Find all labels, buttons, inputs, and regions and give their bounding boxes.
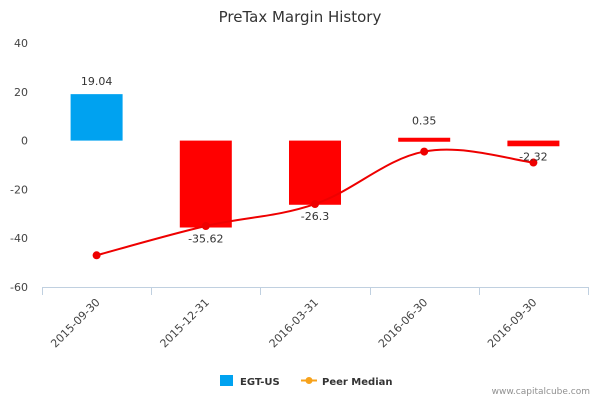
data-label: -26.3 [301, 210, 329, 223]
x-tick-label: 2015-12-31 [158, 296, 212, 350]
x-tick-label: 2016-03-31 [267, 296, 321, 350]
y-tick-label: -20 [10, 183, 28, 196]
bar [289, 140, 341, 205]
y-tick-label: 40 [14, 37, 28, 50]
data-label: -2.32 [519, 150, 547, 163]
bar-series [70, 94, 560, 228]
legend-swatch-egt-us [220, 375, 233, 386]
y-tick-label: -40 [10, 232, 28, 245]
peer-median-point [420, 147, 429, 156]
legend: EGT-US Peer Median [220, 375, 393, 388]
bar [398, 137, 451, 142]
peer-median-series [92, 147, 538, 260]
peer-median-point [92, 251, 101, 260]
bar [507, 140, 560, 147]
y-tick-label: -60 [10, 281, 28, 294]
peer-median-point [201, 222, 210, 230]
legend-marker-peer-median [305, 377, 313, 384]
x-tick-label: 2016-09-30 [485, 296, 539, 350]
peer-median-point [529, 158, 538, 167]
data-label: 0.35 [412, 115, 437, 128]
x-tick-label: 2015-09-30 [48, 296, 102, 350]
y-tick-label: 0 [21, 135, 28, 148]
legend-label-egt-us: EGT-US [240, 377, 280, 388]
x-tick-label: 2016-06-30 [376, 296, 430, 350]
legend-label-peer-median: Peer Median [322, 377, 393, 388]
peer-median-point [311, 200, 319, 209]
bar [70, 94, 123, 141]
credit-text: www.capitalcube.com [492, 387, 590, 397]
chart-title: PreTax Margin History [219, 8, 382, 26]
data-label: -35.62 [188, 233, 223, 246]
bar [179, 140, 232, 228]
data-labels: 19.04 -35.62 -26.3 0.35 -2.32 [81, 75, 548, 245]
y-tick-label: 20 [14, 86, 28, 99]
data-label: 19.04 [81, 75, 113, 88]
